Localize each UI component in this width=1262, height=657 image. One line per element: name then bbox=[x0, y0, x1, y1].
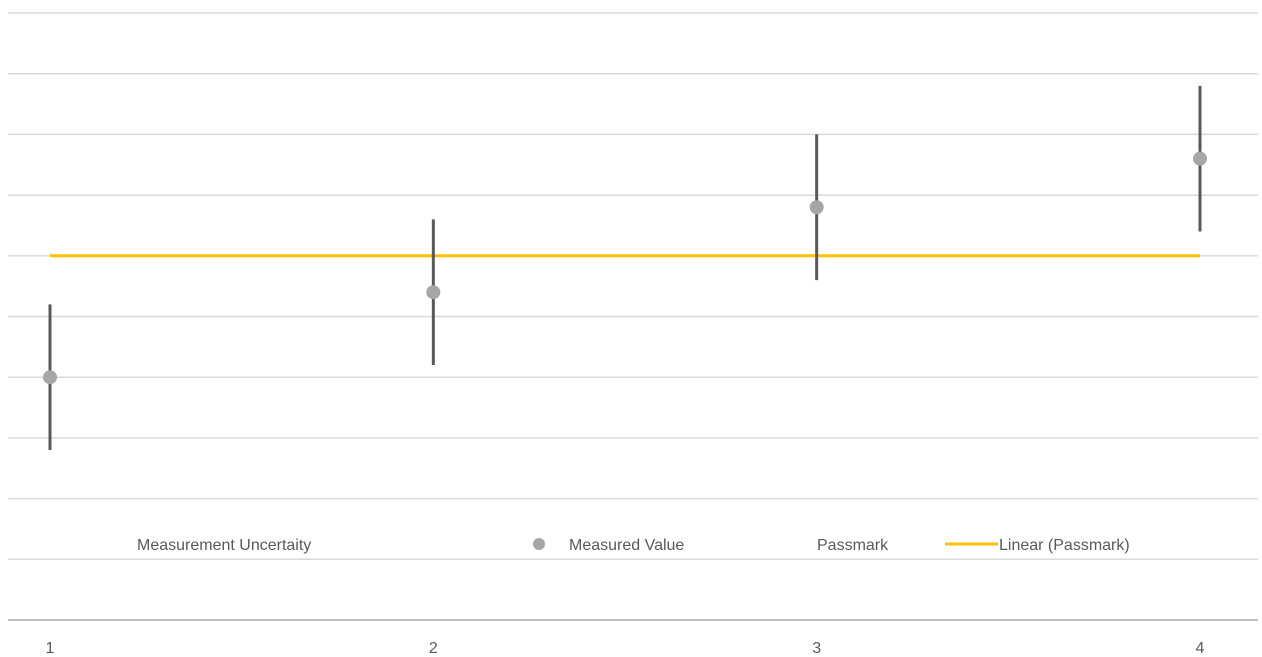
measured-point bbox=[809, 200, 824, 215]
error-bars bbox=[48, 85, 1202, 451]
measured-points bbox=[43, 151, 1207, 385]
x-tick-label: 2 bbox=[429, 640, 438, 657]
measured-point bbox=[1193, 151, 1207, 166]
gridlines bbox=[8, 12, 1258, 561]
legend-label-uncertainty: Measurement Uncertaity bbox=[137, 537, 311, 554]
legend: Measurement Uncertaity Measured Value Pa… bbox=[137, 537, 1130, 554]
x-tick-label: 1 bbox=[46, 640, 55, 657]
x-tick-label: 4 bbox=[1196, 640, 1205, 657]
x-tick-label: 3 bbox=[812, 640, 821, 657]
legend-label-passmark: Passmark bbox=[817, 537, 889, 554]
legend-label-measured: Measured Value bbox=[569, 537, 684, 554]
measured-point bbox=[426, 285, 441, 300]
x-tick-labels: 1 2 3 4 bbox=[46, 640, 1205, 657]
measured-point bbox=[43, 370, 57, 385]
legend-dot-measured-icon bbox=[533, 538, 545, 550]
legend-label-linear: Linear (Passmark) bbox=[999, 537, 1130, 554]
